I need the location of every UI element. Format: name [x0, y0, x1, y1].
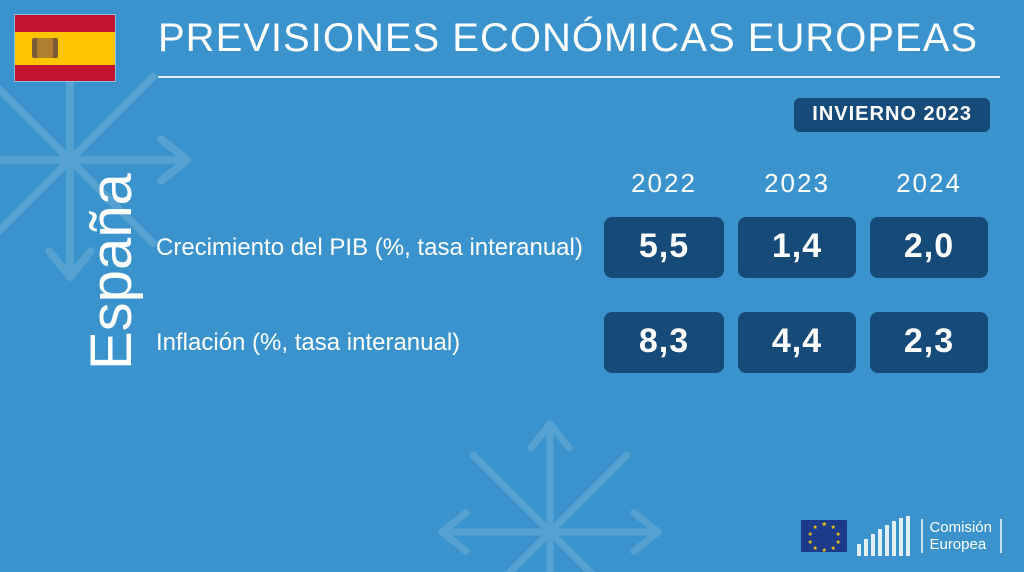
table-row: Crecimiento del PIB (%, tasa interanual)…: [156, 217, 988, 278]
table-header-row: 2022 2023 2024: [156, 168, 988, 199]
season-badge: INVIERNO 2023: [794, 98, 990, 132]
ec-label: Comisión Europea: [921, 519, 1002, 554]
data-cell: 1,4: [738, 217, 856, 278]
ec-label-line1: Comisión: [929, 519, 992, 536]
data-cell: 2,3: [870, 312, 988, 373]
row-label: Inflación (%, tasa interanual): [156, 329, 590, 357]
ec-label-line2: Europea: [929, 536, 992, 553]
country-label: España: [78, 173, 145, 370]
year-header: 2022: [604, 168, 724, 199]
year-header: 2023: [738, 168, 856, 199]
row-label: Crecimiento del PIB (%, tasa interanual): [156, 234, 590, 262]
data-cell: 5,5: [604, 217, 724, 278]
page-title: PREVISIONES ECONÓMICAS EUROPEAS: [158, 16, 1004, 61]
ec-building-icon: [857, 516, 911, 556]
year-header: 2024: [870, 168, 988, 199]
data-table: 2022 2023 2024 Crecimiento del PIB (%, t…: [156, 168, 988, 407]
data-cell: 2,0: [870, 217, 988, 278]
spain-flag-icon: [14, 14, 116, 82]
ec-logo: ★ ★ ★ ★ ★ ★ ★ ★ ★ ★ ★ Comisión Europea: [801, 516, 1002, 556]
eu-flag-icon: ★ ★ ★ ★ ★ ★ ★ ★ ★ ★ ★: [801, 520, 847, 552]
data-cell: 8,3: [604, 312, 724, 373]
table-row: Inflación (%, tasa interanual) 8,3 4,4 2…: [156, 312, 988, 373]
title-divider: [158, 76, 1000, 78]
data-cell: 4,4: [738, 312, 856, 373]
